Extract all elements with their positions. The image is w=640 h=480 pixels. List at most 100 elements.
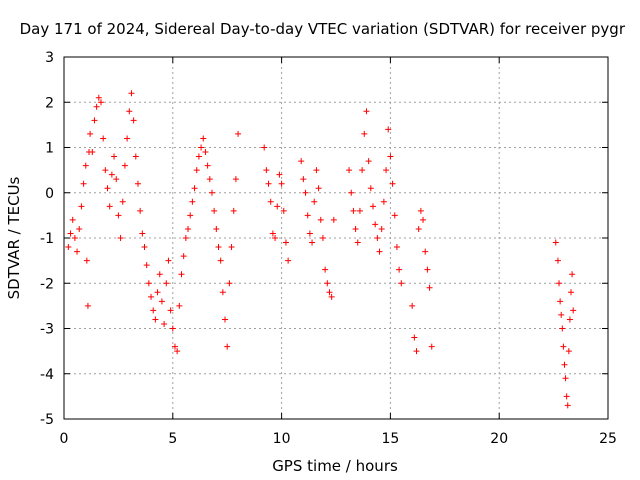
data-point — [387, 153, 394, 160]
data-point — [115, 212, 122, 219]
data-point — [559, 325, 566, 332]
data-point — [139, 230, 146, 237]
y-tick-label: 3 — [45, 50, 54, 66]
data-point — [124, 135, 131, 142]
data-point — [263, 167, 270, 174]
data-point — [365, 158, 372, 165]
x-tick-label: 10 — [273, 431, 291, 447]
data-point — [71, 235, 78, 241]
data-point — [206, 176, 213, 183]
data-point — [398, 280, 405, 287]
data-points — [65, 90, 577, 409]
x-tick-label: 15 — [381, 431, 399, 447]
data-point — [145, 280, 152, 287]
data-point — [560, 343, 567, 350]
data-point — [300, 176, 307, 183]
data-point — [552, 239, 559, 246]
data-point — [298, 158, 305, 165]
data-point — [169, 325, 176, 332]
data-point — [230, 207, 237, 214]
data-point — [269, 230, 276, 237]
y-tick-label: 1 — [45, 141, 54, 157]
data-point — [282, 239, 289, 246]
data-point — [570, 307, 577, 314]
data-point — [76, 225, 83, 232]
data-point — [154, 289, 161, 296]
data-point — [385, 126, 392, 133]
data-point — [228, 244, 235, 251]
data-point — [217, 257, 224, 264]
data-point — [226, 280, 233, 287]
data-point — [413, 348, 420, 355]
data-point — [348, 189, 355, 196]
data-point — [315, 185, 322, 192]
y-tick-label: 0 — [45, 186, 54, 202]
data-point — [156, 271, 163, 278]
chart-title: Day 171 of 2024, Sidereal Day-to-day VTE… — [20, 20, 626, 38]
data-point — [65, 244, 72, 251]
y-tick-label: -2 — [40, 276, 54, 292]
data-point — [84, 302, 91, 309]
data-point — [89, 149, 96, 156]
data-point — [191, 185, 198, 192]
data-point — [152, 316, 159, 323]
data-point — [272, 235, 279, 241]
data-point — [302, 189, 309, 196]
data-point — [187, 212, 194, 219]
data-point — [100, 135, 107, 142]
data-point — [265, 180, 272, 187]
data-point — [195, 153, 202, 160]
data-point — [215, 244, 222, 251]
data-point — [422, 248, 429, 255]
x-tick-label: 20 — [490, 431, 508, 447]
data-point — [319, 235, 326, 241]
data-point — [224, 343, 231, 350]
data-point — [74, 248, 81, 255]
y-tick-label: -1 — [40, 231, 54, 247]
data-point — [143, 262, 150, 269]
data-point — [352, 225, 359, 232]
data-point — [554, 257, 561, 264]
data-point — [311, 198, 318, 205]
data-point — [389, 180, 396, 187]
data-point — [569, 271, 576, 278]
data-point — [363, 108, 370, 115]
data-point — [163, 280, 170, 287]
y-tick-label: -3 — [40, 322, 54, 338]
data-point — [396, 266, 403, 273]
data-point — [361, 130, 368, 137]
data-point — [391, 212, 398, 219]
data-point — [126, 108, 133, 115]
x-axis-ticks: 0 5 10 15 20 25 — [60, 57, 617, 447]
data-point — [274, 203, 281, 210]
data-point — [106, 203, 113, 210]
data-point — [346, 167, 353, 174]
x-tick-label: 0 — [60, 431, 69, 447]
data-point — [376, 248, 383, 255]
data-point — [174, 348, 181, 355]
data-point — [359, 167, 366, 174]
data-point — [67, 230, 74, 237]
data-point — [561, 361, 568, 368]
data-point — [378, 225, 385, 232]
y-tick-label: -4 — [40, 367, 54, 383]
data-point — [267, 198, 274, 205]
data-point — [211, 207, 218, 214]
data-point — [420, 216, 427, 223]
data-point — [158, 298, 165, 305]
data-point — [93, 103, 100, 110]
data-point — [354, 239, 361, 246]
data-point — [137, 207, 144, 214]
data-point — [150, 307, 157, 314]
data-point — [200, 135, 207, 142]
data-point — [119, 198, 126, 205]
data-point — [558, 311, 565, 318]
data-point — [134, 180, 141, 187]
data-point — [185, 225, 192, 232]
data-point — [165, 257, 172, 264]
data-point — [568, 289, 575, 296]
data-point — [367, 185, 374, 192]
data-point — [176, 302, 183, 309]
data-point — [372, 221, 379, 228]
